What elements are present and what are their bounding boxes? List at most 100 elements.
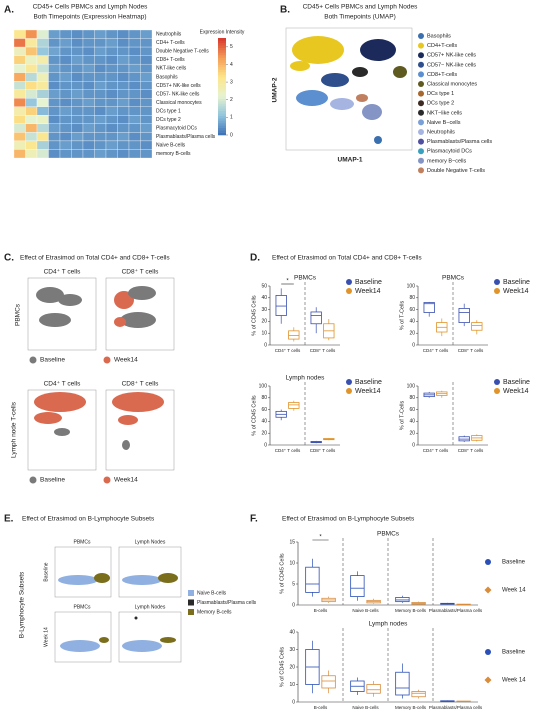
legend-label: Week14	[114, 357, 138, 364]
heatmap-cell	[140, 38, 153, 48]
x-tick-label: CD4⁺ T cells	[275, 348, 301, 353]
heatmap-cell	[140, 89, 153, 99]
heatmap-cell	[36, 123, 49, 133]
row-label: DCs type 2	[156, 117, 181, 123]
y-tick-label: 80	[409, 395, 415, 401]
cluster	[356, 94, 368, 102]
heatmap-cell	[71, 149, 84, 159]
legend-label: NKT−like cells	[427, 110, 462, 116]
cluster	[34, 392, 86, 412]
x-tick-label: Memory B-cells	[395, 608, 427, 613]
y-axis-label: % of CD45 Cells	[279, 553, 285, 594]
heatmap-cell	[140, 63, 153, 73]
y-tick-label: 100	[407, 383, 416, 389]
heatmap-cell	[140, 81, 153, 90]
cluster	[39, 313, 71, 327]
heatmap-cell	[82, 46, 95, 56]
heatmap-cell	[13, 106, 26, 116]
heatmap-cell	[13, 98, 26, 107]
colorbar-segment	[218, 62, 226, 65]
axis-label: UMAP-2	[272, 77, 279, 102]
heatmap-cell	[71, 123, 84, 133]
x-tick-label: Plasmablasts/Plasma cells	[429, 705, 483, 710]
colorbar-segment	[218, 79, 226, 82]
heatmap-cell	[117, 72, 130, 82]
colorbar-label: 0	[230, 132, 233, 138]
heatmap-cell	[36, 72, 49, 82]
heatmap-cell	[117, 46, 130, 56]
y-tick-label: 100	[407, 283, 416, 289]
colorbar-label: 5	[230, 44, 233, 50]
row-label: Plasmablasts/Plasma cells	[156, 134, 216, 140]
y-tick-label: 15	[289, 539, 295, 545]
legend-swatch	[418, 109, 424, 116]
heatmap-cell	[128, 89, 141, 99]
umap-frame	[105, 277, 175, 351]
heatmap-cell	[36, 98, 49, 107]
heatmap-cell	[71, 72, 84, 82]
heatmap-cell	[71, 63, 84, 73]
legend-label: Week14	[114, 477, 138, 484]
y-tick-label: 80	[261, 395, 267, 401]
legend-label: Memory B-cells	[197, 609, 232, 615]
legend-label: Basophils	[427, 33, 451, 39]
heatmap-cell	[117, 132, 130, 142]
heatmap-cell	[36, 149, 49, 159]
chart-title: PBMCs	[294, 275, 317, 282]
box	[458, 308, 470, 323]
umap-frame	[54, 611, 112, 663]
heatmap-cell	[82, 115, 95, 125]
y-tick-label: 40	[409, 419, 415, 425]
heatmap-cell	[128, 29, 141, 39]
heatmap-cell	[105, 115, 118, 125]
heatmap-cell	[128, 140, 141, 150]
colorbar-segment	[218, 132, 226, 136]
heatmap-cell	[82, 89, 95, 99]
heatmap-cell	[13, 38, 26, 48]
legend-marker	[494, 279, 500, 285]
heatmap-cell	[140, 55, 153, 65]
heatmap-cell	[82, 81, 95, 90]
x-tick-label: CD8⁺ T cells	[458, 348, 484, 353]
y-tick-label: 20	[261, 319, 267, 325]
heatmap-cell	[105, 46, 118, 56]
heatmap-cell	[82, 38, 95, 48]
heatmap-cell	[48, 72, 61, 82]
umap-frame	[118, 546, 182, 598]
box	[366, 684, 381, 694]
colorbar-segment	[218, 81, 226, 85]
heatmap-cell	[117, 115, 130, 125]
legend-swatch	[418, 100, 424, 107]
heatmap-cell	[117, 123, 130, 133]
cluster	[114, 317, 126, 327]
heatmap-cell	[25, 123, 38, 133]
heatmap-cell	[48, 123, 61, 133]
heatmap-cell	[105, 72, 118, 82]
legend-swatch	[188, 599, 194, 606]
heatmap-cell	[25, 55, 38, 65]
heatmap-cell	[71, 115, 84, 125]
colorbar-segment	[218, 50, 226, 53]
panel-label: B.	[280, 5, 290, 16]
heatmap-cell	[48, 149, 61, 159]
row-label: memory B-cells	[156, 151, 191, 157]
heatmap-cell	[117, 38, 130, 48]
colorbar-segment	[218, 71, 226, 75]
cluster	[36, 287, 64, 303]
y-tick-label: 10	[289, 560, 295, 566]
heatmap-cell	[36, 46, 49, 56]
colorbar-segment	[218, 74, 226, 78]
cluster	[290, 61, 310, 71]
legend-label: Plasmacytoid DCs	[427, 149, 472, 155]
y-tick-label: 60	[409, 307, 415, 313]
box	[310, 311, 322, 325]
colorbar-label: 1	[230, 115, 233, 121]
cluster	[112, 392, 164, 412]
legend-label: DCs type 2	[427, 101, 454, 107]
heatmap-cell	[105, 132, 118, 142]
heatmap-cell	[36, 55, 49, 65]
heatmap-cell	[82, 29, 95, 39]
heatmap-cell	[94, 63, 107, 73]
heatmap-cell	[48, 38, 61, 48]
colorbar-segment	[218, 96, 226, 99]
